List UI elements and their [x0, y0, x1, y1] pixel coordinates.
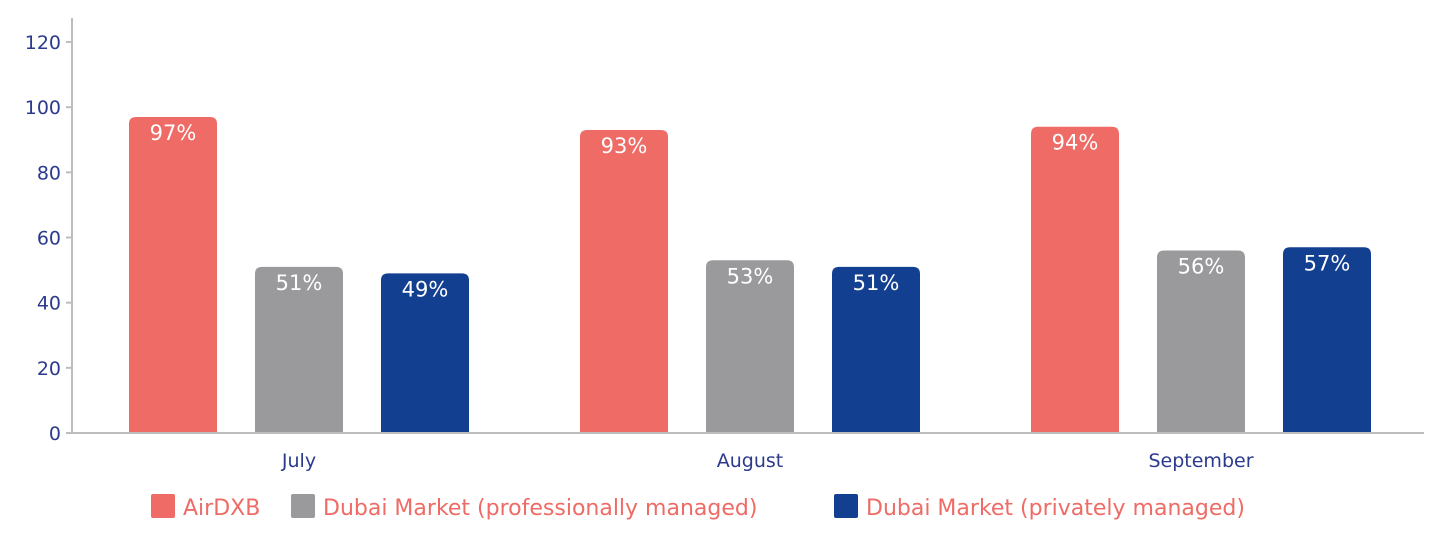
data-label: 49%: [402, 277, 449, 301]
x-category-label: September: [1148, 450, 1253, 472]
data-label: 93%: [601, 134, 648, 158]
bar: [1283, 247, 1371, 433]
legend-swatch: [834, 494, 858, 518]
bar: [1157, 250, 1245, 433]
bar: [580, 129, 668, 433]
legend: AirDXB Dubai Market (professionally manag…: [151, 494, 1245, 521]
y-tick-label: 0: [49, 423, 61, 445]
legend-label: AirDXB: [183, 496, 260, 521]
legend-label: Dubai Market (professionally managed): [323, 496, 757, 521]
y-tick-label: 20: [37, 358, 61, 380]
x-category-label: August: [717, 450, 784, 472]
bar: [255, 266, 343, 433]
bar: [706, 260, 794, 433]
x-category-label: July: [281, 450, 316, 472]
legend-swatch: [151, 494, 175, 518]
data-label: 56%: [1178, 255, 1225, 279]
x-axis: July August September: [72, 432, 1424, 472]
y-axis: 0 20 40 60 80 100 120: [25, 18, 73, 445]
legend-label: Dubai Market (privately managed): [866, 496, 1245, 521]
y-tick-label: 120: [25, 32, 61, 54]
bar: [1031, 126, 1119, 433]
data-label: 53%: [727, 264, 774, 288]
data-label: 51%: [276, 271, 323, 295]
bars: 97% 51% 49% 93% 53% 51% 94% 56% 57%: [129, 116, 1371, 434]
data-label: 94%: [1052, 131, 1099, 155]
data-label: 57%: [1304, 251, 1351, 275]
data-label: 97%: [150, 121, 197, 145]
data-label: 51%: [853, 271, 900, 295]
bar: [832, 266, 920, 433]
y-tick-label: 80: [37, 162, 61, 184]
y-tick-label: 60: [37, 228, 61, 250]
y-tick-label: 100: [25, 97, 61, 119]
bar: [129, 116, 217, 434]
legend-swatch: [291, 494, 315, 518]
bar: [381, 273, 469, 433]
y-tick-label: 40: [37, 293, 61, 315]
